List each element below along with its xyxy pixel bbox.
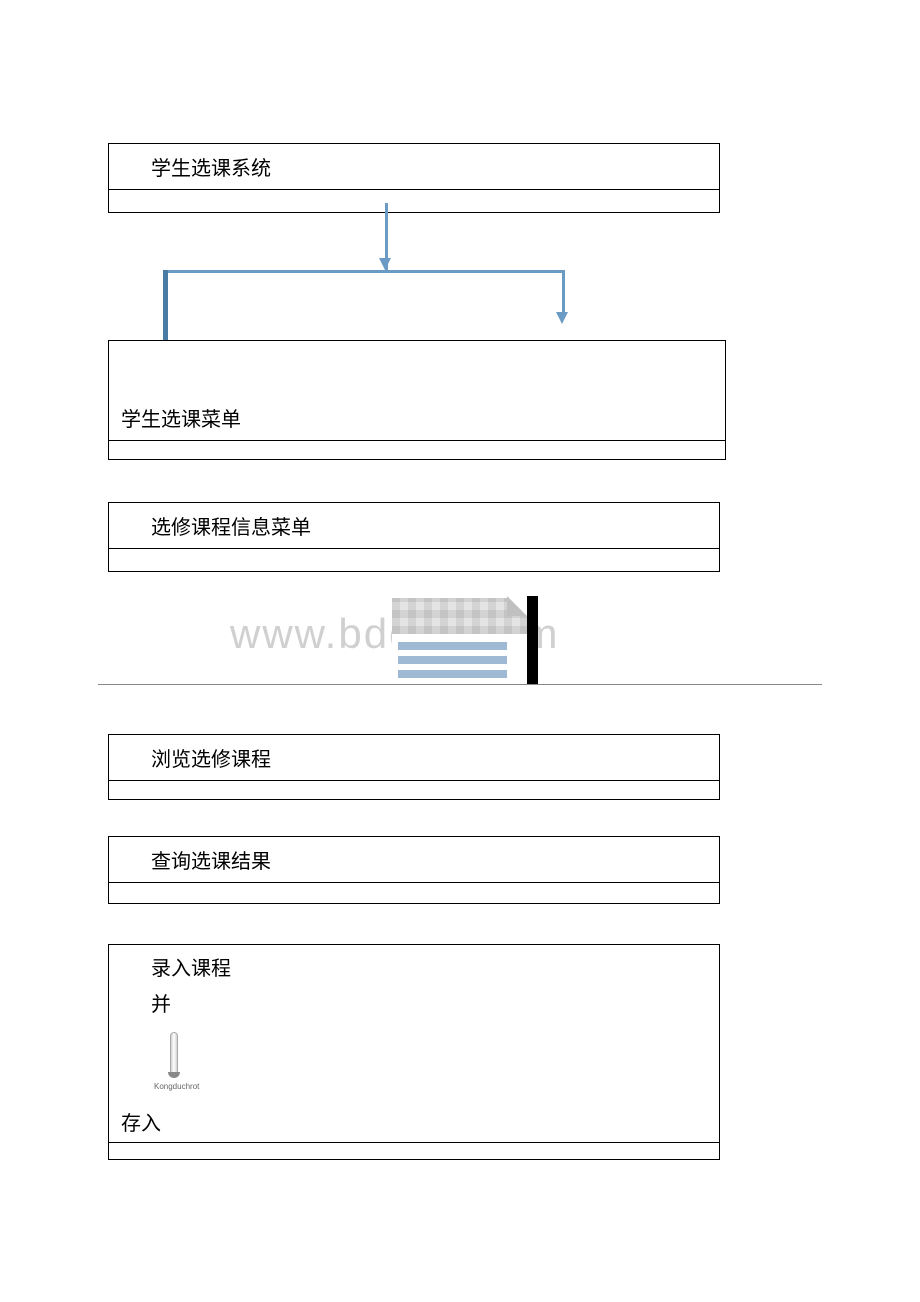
box-student-menu: 学生选课菜单 [108,340,726,460]
thermometer-icon: Kongduchrot [154,1032,194,1091]
arrow-right-head [556,312,568,324]
box-student-menu-row2 [109,441,725,459]
box-input: 录入课程 并 存入 [108,944,720,1160]
box-elective-menu-label: 选修课程信息菜单 [109,503,719,549]
box-query-label: 查询选课结果 [109,837,719,883]
box-input-save: 存入 [109,1101,719,1142]
separator-line [98,684,822,685]
box-student-menu-label: 学生选课菜单 [121,403,241,432]
box-system-label: 学生选课系统 [109,144,719,190]
box-system-row2 [109,190,719,212]
box-input-line2: 并 [109,987,719,1023]
box-query-row2 [109,883,719,903]
thermo-label: Kongduchrot [154,1082,194,1091]
box-browse-label: 浏览选修课程 [109,735,719,781]
box-elective-menu-row2 [109,549,719,571]
arrow-right-branch [562,270,565,318]
box-browse: 浏览选修课程 [108,734,720,800]
arrow-horizontal [164,270,564,273]
document-icon [392,596,538,684]
box-elective-menu: 选修课程信息菜单 [108,502,720,572]
box-system: 学生选课系统 [108,143,720,213]
box-browse-row2 [109,781,719,799]
arrow-main-head [379,258,391,270]
box-input-line1: 录入课程 [109,945,719,987]
box-input-row2 [109,1143,719,1159]
box-query: 查询选课结果 [108,836,720,904]
